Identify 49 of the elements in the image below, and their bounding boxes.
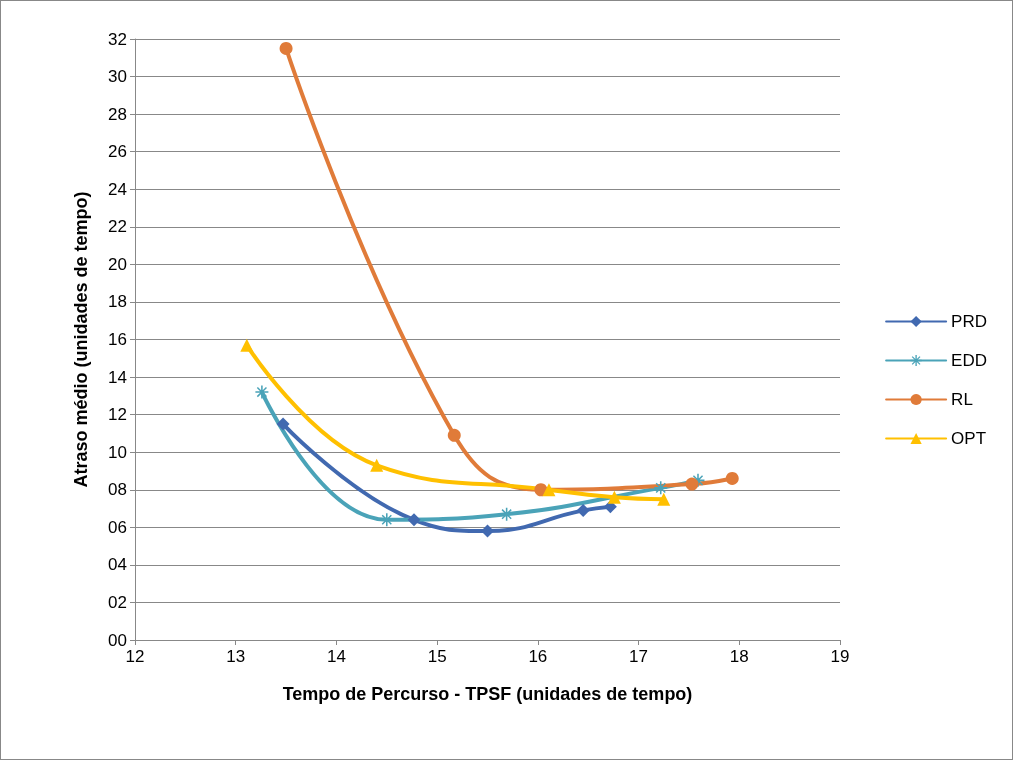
point: [276, 417, 290, 431]
y-tick-label: 22: [108, 217, 127, 237]
y-tick-label: 28: [108, 104, 127, 124]
x-tick-label: 12: [125, 647, 145, 666]
x-tick-label: 18: [729, 647, 749, 666]
x-tick-label: 13: [226, 647, 246, 666]
point: [542, 483, 556, 497]
x-tick-label: 19: [830, 647, 850, 666]
y-tick-label: 18: [108, 292, 127, 312]
y-axis-title: Atraso médio (unidades de tempo): [71, 191, 91, 488]
point: [370, 458, 384, 472]
legend-label: RL: [951, 390, 973, 409]
x-axis-title: Tempo de Percurso - TPSF (unidades de tempo): [282, 684, 693, 704]
point: [576, 503, 590, 517]
x-tick-label: 15: [427, 647, 447, 666]
x-tick-label: 17: [629, 647, 649, 666]
x-tick-label: 14: [326, 647, 346, 666]
y-tick-label: 10: [108, 442, 127, 462]
point: [657, 492, 671, 506]
legend-label: EDD: [951, 351, 988, 370]
point: [685, 477, 699, 491]
y-tick-label: 24: [108, 179, 127, 199]
y-tick-label: 14: [108, 367, 127, 387]
point: [654, 481, 668, 495]
y-tick-label: 12: [108, 405, 127, 425]
legend-label: PRD: [951, 312, 988, 331]
point: [534, 483, 548, 497]
point: [500, 507, 514, 521]
point: [255, 385, 269, 399]
point: [725, 471, 739, 485]
x-tick-label: 16: [528, 647, 548, 666]
point: [240, 338, 254, 352]
point: [380, 513, 394, 527]
y-tick-label: 04: [108, 555, 127, 575]
legend-label: OPT: [951, 429, 987, 448]
y-tick-label: 32: [108, 29, 127, 49]
y-tick-label: 20: [108, 254, 127, 274]
y-tick-label: 06: [108, 517, 127, 537]
y-tick-label: 16: [108, 330, 127, 349]
y-tick-label: 26: [108, 142, 127, 162]
y-tick-label: 00: [108, 630, 127, 650]
point: [447, 428, 461, 442]
y-tick-label: 30: [108, 67, 127, 87]
y-tick-label: 02: [108, 592, 127, 612]
point: [607, 490, 621, 504]
point: [481, 524, 494, 538]
point: [407, 513, 421, 527]
y-tick-label: 08: [108, 480, 127, 500]
point: [279, 41, 293, 55]
